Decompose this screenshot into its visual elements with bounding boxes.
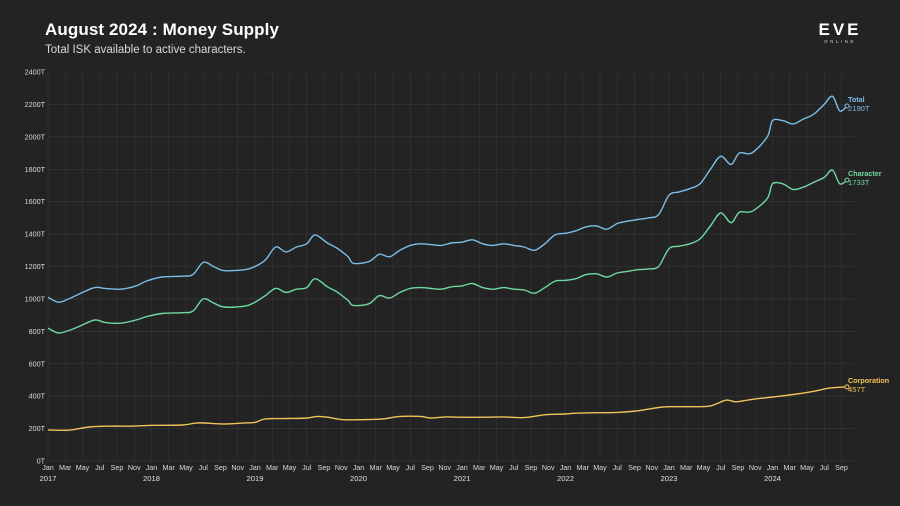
series-name-label-total: Total: [848, 95, 865, 104]
x-tick-label: Jan: [42, 463, 54, 472]
x-tick-label: Mar: [473, 463, 486, 472]
x-tick-label: Nov: [231, 463, 244, 472]
y-tick-label: 800T: [29, 327, 46, 336]
x-tick-label: Jul: [820, 463, 830, 472]
y-tick-label: 1800T: [25, 165, 46, 174]
y-tick-label: 400T: [29, 392, 46, 401]
series-value-label-total: 2190T: [848, 104, 870, 113]
series-value-label-character: 1733T: [848, 178, 870, 187]
x-tick-label: Mar: [163, 463, 176, 472]
x-tick-label: Nov: [645, 463, 658, 472]
y-tick-label: 1200T: [25, 262, 46, 271]
y-tick-label: 1400T: [25, 230, 46, 239]
x-tick-label: Jul: [199, 463, 209, 472]
x-tick-label: Nov: [438, 463, 451, 472]
x-tick-label: May: [593, 463, 607, 472]
x-year-label: 2020: [350, 474, 367, 483]
x-tick-label: Sep: [111, 463, 124, 472]
x-tick-label: Sep: [525, 463, 538, 472]
x-tick-label: Jan: [767, 463, 779, 472]
x-tick-label: Sep: [835, 463, 848, 472]
series-line-corporation: [47, 386, 848, 432]
x-year-label: 2018: [143, 474, 160, 483]
x-tick-label: Jul: [613, 463, 623, 472]
x-tick-label: Nov: [542, 463, 555, 472]
x-tick-label: Mar: [266, 463, 279, 472]
chart-subtitle: Total ISK available to active characters…: [45, 44, 246, 56]
x-tick-label: Jul: [716, 463, 726, 472]
x-tick-label: Nov: [128, 463, 141, 472]
x-year-label: 2017: [40, 474, 57, 483]
series-endpoint-total: [844, 103, 850, 109]
x-year-label: 2019: [247, 474, 264, 483]
series-value-label-corporation: 457T: [848, 385, 866, 394]
y-tick-label: 1000T: [25, 294, 46, 303]
x-tick-label: Jul: [509, 463, 519, 472]
x-tick-label: Jan: [249, 463, 261, 472]
x-tick-label: Sep: [318, 463, 331, 472]
x-year-label: 2022: [557, 474, 574, 483]
x-tick-label: May: [490, 463, 504, 472]
y-tick-label: 0T: [37, 457, 46, 466]
x-tick-label: Jan: [353, 463, 365, 472]
x-tick-label: Jan: [663, 463, 675, 472]
grid-layer: [47, 71, 855, 462]
x-tick-label: Mar: [784, 463, 797, 472]
y-tick-label: 1600T: [25, 197, 46, 206]
x-tick-label: May: [800, 463, 814, 472]
y-tick-label: 600T: [29, 359, 46, 368]
x-tick-label: Sep: [732, 463, 745, 472]
x-tick-label: Mar: [680, 463, 693, 472]
x-tick-label: Jan: [146, 463, 158, 472]
y-tick-label: 2000T: [25, 132, 46, 141]
chart-title: August 2024 : Money Supply: [45, 20, 280, 39]
x-year-label: 2023: [661, 474, 678, 483]
x-tick-label: May: [76, 463, 90, 472]
x-tick-label: Sep: [214, 463, 227, 472]
x-year-label: 2021: [454, 474, 471, 483]
x-tick-label: Sep: [628, 463, 641, 472]
x-tick-label: Jan: [456, 463, 468, 472]
eve-online-logo: EVE ONLINE: [806, 20, 874, 46]
x-tick-label: Jul: [406, 463, 416, 472]
series-line-total: [47, 95, 848, 303]
series-line-character: [47, 169, 848, 334]
x-tick-label: May: [386, 463, 400, 472]
series-layer: [47, 95, 850, 432]
x-tick-label: Jul: [95, 463, 105, 472]
x-year-label: 2024: [764, 474, 781, 483]
x-tick-label: May: [697, 463, 711, 472]
x-tick-label: Mar: [577, 463, 590, 472]
x-tick-label: Sep: [421, 463, 434, 472]
x-tick-label: Nov: [335, 463, 348, 472]
logo-subtitle: ONLINE: [824, 39, 856, 44]
x-tick-label: Jan: [560, 463, 572, 472]
series-name-label-character: Character: [848, 169, 882, 178]
x-tick-label: Jul: [302, 463, 312, 472]
x-tick-label: Mar: [59, 463, 72, 472]
x-tick-label: May: [179, 463, 193, 472]
series-endpoint-corporation: [844, 384, 850, 390]
logo-wordmark: EVE: [818, 20, 862, 39]
x-tick-label: Nov: [749, 463, 762, 472]
y-tick-label: 2400T: [25, 68, 46, 77]
x-tick-label: Mar: [370, 463, 383, 472]
series-endpoint-character: [844, 177, 850, 183]
y-tick-label: 200T: [29, 424, 46, 433]
series-name-label-corporation: Corporation: [848, 376, 889, 385]
x-tick-label: May: [283, 463, 297, 472]
axis-layer: 0T 200T 400T 600T 800T 1000T 1200T 1400T 1600T 18…: [25, 68, 848, 484]
y-tick-label: 2200T: [25, 100, 46, 109]
